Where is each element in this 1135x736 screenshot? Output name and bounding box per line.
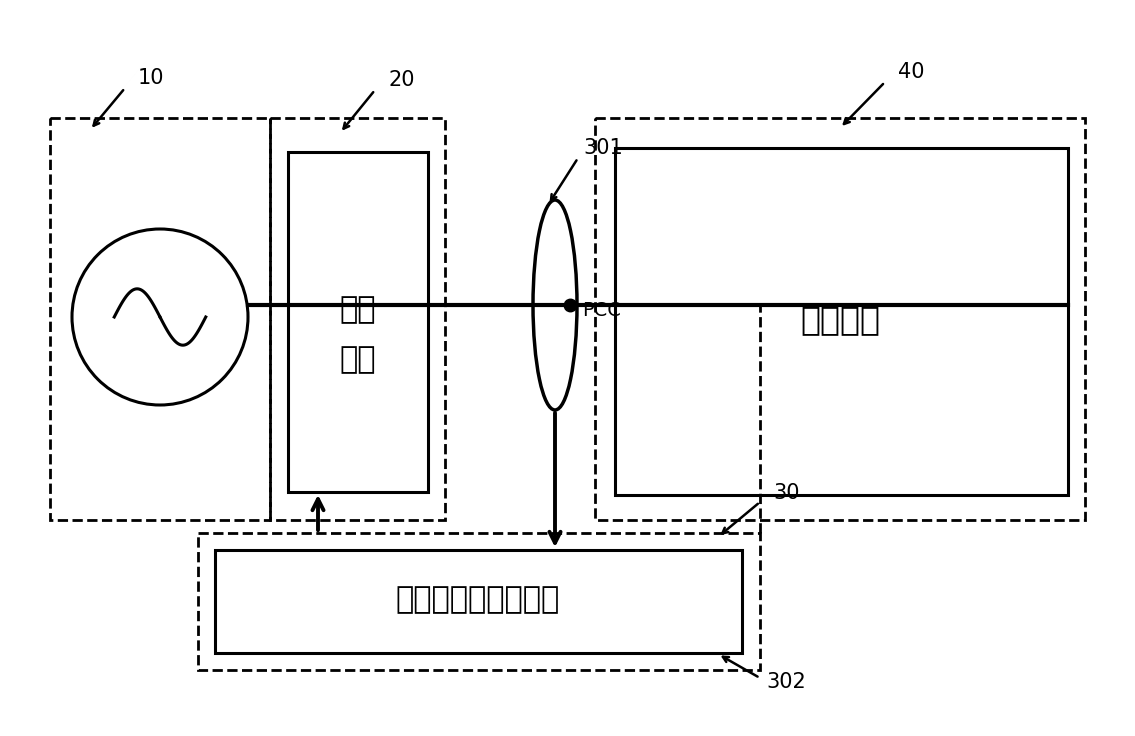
Text: 10: 10 xyxy=(138,68,165,88)
Text: PCC: PCC xyxy=(582,300,621,319)
Text: 扰动: 扰动 xyxy=(339,345,376,375)
Text: 扰动控制及阻抗计算: 扰动控制及阻抗计算 xyxy=(396,586,561,615)
Text: 301: 301 xyxy=(583,138,623,158)
Text: 30: 30 xyxy=(773,483,799,503)
Text: 40: 40 xyxy=(898,62,925,82)
Text: 302: 302 xyxy=(766,672,806,692)
Text: 并网设备: 并网设备 xyxy=(800,303,880,336)
Text: 电压: 电压 xyxy=(339,295,376,325)
Text: 20: 20 xyxy=(388,70,414,90)
